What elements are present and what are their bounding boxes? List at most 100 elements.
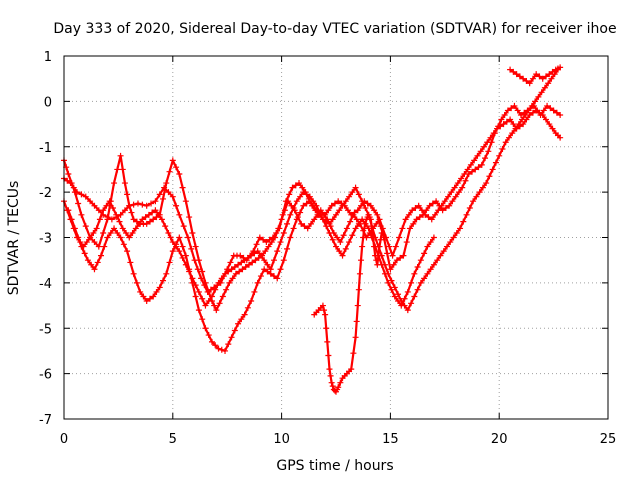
data-point (497, 123, 504, 130)
data-point (103, 202, 110, 209)
data-point (284, 245, 291, 252)
data-point (377, 236, 384, 243)
data-point (371, 243, 378, 250)
data-point (487, 134, 494, 141)
data-point (474, 152, 481, 159)
data-point (82, 193, 89, 200)
data-point (113, 211, 120, 218)
data-point (142, 214, 149, 221)
data-point (545, 80, 552, 87)
data-point (425, 214, 432, 221)
data-point (107, 229, 114, 236)
data-point (392, 243, 399, 250)
data-point (106, 198, 113, 205)
data-point (473, 193, 480, 200)
data-point (404, 307, 411, 314)
data-point (146, 218, 153, 225)
data-point (367, 202, 374, 209)
data-point (248, 252, 255, 259)
data-point (362, 220, 369, 227)
data-point (165, 189, 172, 196)
data-point (216, 300, 223, 307)
data-point (260, 236, 267, 243)
data-point (391, 284, 398, 291)
data-point (529, 109, 536, 116)
data-point (208, 293, 215, 300)
data-point (542, 116, 549, 123)
data-point (335, 384, 342, 391)
data-point (160, 195, 167, 202)
data-point (156, 284, 163, 291)
data-point (278, 216, 285, 223)
data-point (364, 200, 371, 207)
data-point (109, 205, 116, 212)
data-point (504, 107, 511, 114)
data-point (179, 254, 186, 261)
data-point (373, 257, 380, 264)
data-point (158, 216, 165, 223)
data-point (163, 270, 170, 277)
data-point (452, 193, 459, 200)
data-point (406, 225, 413, 232)
data-point (195, 257, 202, 264)
data-point (261, 266, 268, 273)
data-point (479, 184, 486, 191)
data-point (257, 273, 264, 280)
data-point (237, 252, 244, 259)
data-point (355, 191, 362, 198)
data-point (293, 216, 300, 223)
data-point (403, 239, 410, 246)
data-point (254, 248, 261, 255)
data-point (97, 252, 104, 259)
data-point (484, 139, 491, 146)
data-point (152, 207, 159, 214)
data-point (153, 288, 160, 295)
data-point (467, 161, 474, 168)
data-point (239, 266, 246, 273)
data-point (340, 232, 347, 239)
data-point (300, 189, 307, 196)
data-point (544, 102, 551, 109)
x-tick-label: 20 (491, 432, 508, 447)
data-point (195, 307, 202, 314)
data-point (373, 220, 380, 227)
data-point (124, 248, 131, 255)
data-point (509, 130, 516, 137)
series-line (313, 213, 383, 393)
data-point (101, 243, 108, 250)
data-point (162, 223, 169, 230)
data-point (114, 166, 121, 173)
data-point (325, 352, 332, 359)
data-point (225, 268, 232, 275)
data-point (251, 250, 258, 257)
data-point (339, 202, 346, 209)
data-point (143, 220, 150, 227)
data-point (513, 71, 520, 78)
data-point (322, 311, 329, 318)
data-point (281, 207, 288, 214)
data-point (173, 164, 180, 171)
data-point (148, 200, 155, 207)
data-point (355, 286, 362, 293)
data-point (526, 80, 533, 87)
data-point (368, 225, 375, 232)
data-point (212, 286, 219, 293)
data-point (286, 191, 293, 198)
data-point (264, 268, 271, 275)
data-point (274, 248, 281, 255)
data-point (139, 201, 146, 208)
data-point (96, 216, 103, 223)
data-point (176, 248, 183, 255)
data-point (523, 77, 530, 84)
data-point (100, 229, 107, 236)
data-point (427, 239, 434, 246)
data-point (503, 118, 510, 125)
data-point (549, 125, 556, 132)
data-point (496, 152, 503, 159)
data-point (119, 166, 126, 173)
data-point (490, 130, 497, 137)
data-point (202, 325, 209, 332)
data-point (454, 180, 461, 187)
data-point (376, 243, 383, 250)
